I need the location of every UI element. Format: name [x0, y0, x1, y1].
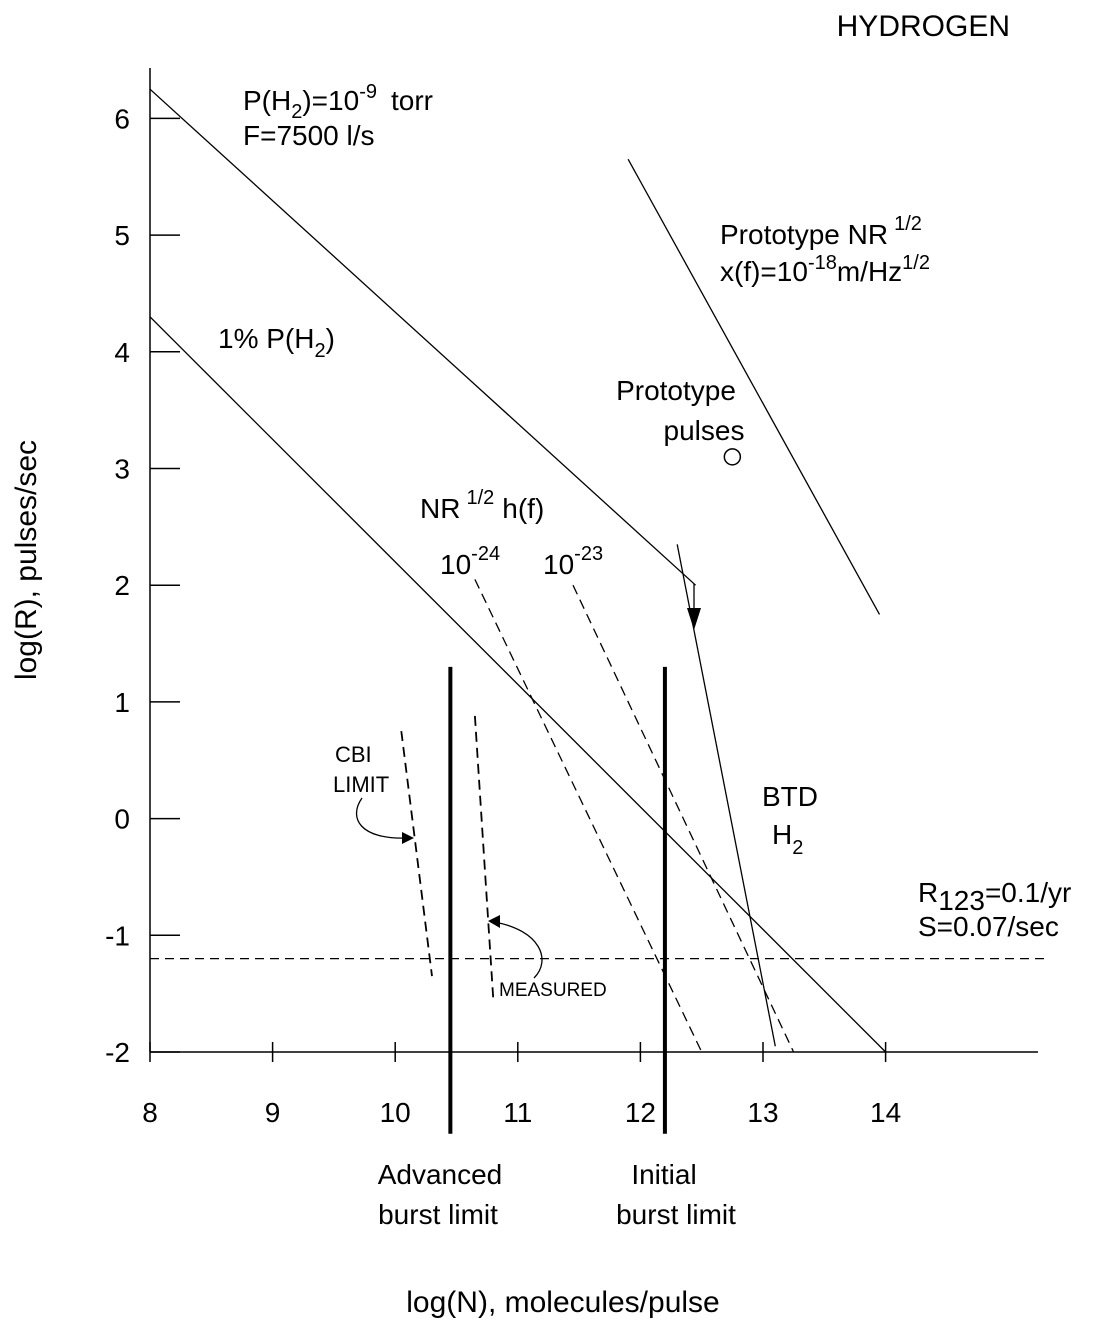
annotation-r123: R123=0.1/yr — [918, 877, 1071, 916]
cbi-arrow — [356, 797, 409, 839]
x-tick-label: 8 — [142, 1097, 158, 1128]
burst-limit-lines — [448, 666, 667, 1134]
annotation-measured: MEASURED — [499, 980, 607, 1001]
y-tick-label: 5 — [114, 220, 130, 251]
y-tick-label: 0 — [114, 804, 130, 835]
y-tick-label: 6 — [114, 103, 130, 134]
annotation-advanced-2: burst limit — [378, 1199, 498, 1230]
y-tick-label: -2 — [105, 1037, 130, 1068]
annotation-one-percent: 1% P(H2) — [218, 323, 335, 362]
points-layer — [723, 448, 742, 466]
annotation-initial-1: Initial — [631, 1159, 696, 1190]
measured-arrow — [493, 921, 543, 979]
pressure-line-arrowhead — [687, 608, 701, 630]
annotation-btd-1: BTD — [762, 781, 818, 812]
annotation-10e-23: 10-23 — [543, 543, 603, 580]
annotation-xf: x(f)=10-18m/Hz1/2 — [720, 252, 930, 287]
x-tick-label: 13 — [747, 1097, 778, 1128]
cbi-arrowhead — [402, 832, 414, 844]
annotation-btd-2: H2 — [772, 819, 803, 859]
annotation-prototype-pulses-1: Prototype — [616, 375, 736, 406]
annotation-cbi-1: CBI — [335, 742, 372, 767]
annotation-prototype-pulses-2: pulses — [664, 415, 745, 446]
x-tick-label: 9 — [265, 1097, 281, 1128]
chart-title: HYDROGEN — [837, 10, 1010, 43]
annotation-pressure: P(H2)=10-9 torr — [243, 81, 433, 123]
annotation-initial-2: burst limit — [616, 1199, 736, 1230]
x-tick-label: 10 — [380, 1097, 411, 1128]
y-tick-label: 1 — [114, 687, 130, 718]
x-tick-label: 12 — [625, 1097, 656, 1128]
x-tick-label: 14 — [870, 1097, 901, 1128]
y-axis-label: log(R), pulses/sec — [10, 440, 43, 680]
y-tick-label: 3 — [114, 454, 130, 485]
annotation-cbi-2: LIMIT — [333, 772, 389, 797]
measured-arrowhead — [488, 915, 500, 928]
x-tick-label: 11 — [503, 1097, 532, 1128]
series-layer — [149, 88, 1045, 1053]
annotation-nrh: NR 1/2 h(f) — [420, 487, 544, 524]
series-line-7 — [474, 715, 495, 1000]
annotation-flow: F=7500 l/s — [243, 120, 375, 151]
x-axis-label: log(N), molecules/pulse — [406, 1286, 719, 1319]
y-tick-label: 4 — [114, 337, 130, 368]
y-tick-label: 2 — [114, 570, 130, 601]
annotation-10e-24: 10-24 — [440, 543, 500, 580]
y-tick-label: -1 — [105, 920, 130, 951]
series-line-5 — [572, 584, 795, 1053]
annotation-advanced-1: Advanced — [378, 1159, 503, 1190]
series-line-2 — [627, 158, 881, 615]
series-line-0 — [149, 88, 697, 586]
series-line-6 — [400, 730, 433, 977]
annotation-prototype-nr: Prototype NR 1/2 — [720, 213, 922, 250]
series-line-1 — [149, 316, 887, 1053]
annotation-s-rate: S=0.07/sec — [918, 911, 1059, 942]
prototype-pulses-point — [723, 448, 742, 466]
